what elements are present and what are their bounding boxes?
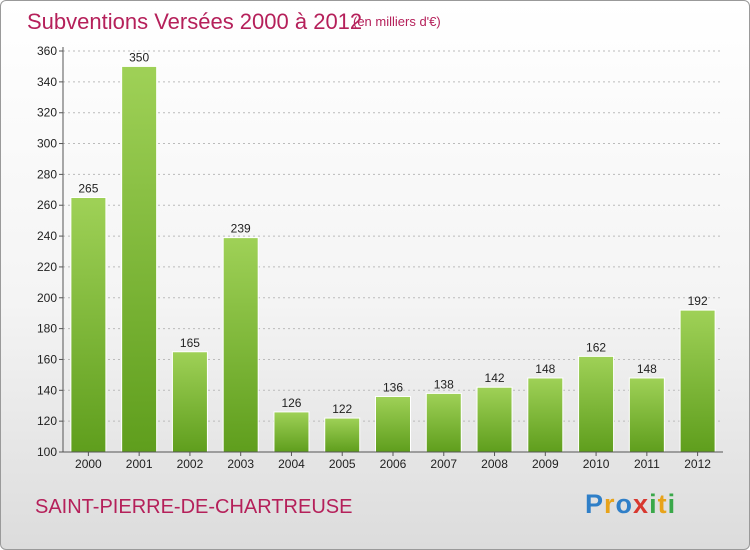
bars: 265 350 165 239 126 122 136 138 142 148 162 148 192 bbox=[70, 50, 716, 453]
y-tick-label: 100 bbox=[37, 445, 57, 459]
bar-value-label: 148 bbox=[535, 362, 555, 376]
bar-value-label: 162 bbox=[586, 340, 606, 354]
bar-value-label: 192 bbox=[688, 294, 708, 308]
chart-unit: (en milliers d'€) bbox=[353, 14, 441, 29]
y-tick-label: 260 bbox=[37, 198, 57, 212]
bar-value-label: 239 bbox=[231, 222, 251, 236]
x-tick-label: 2001 bbox=[126, 457, 153, 471]
logo-letter: r bbox=[604, 489, 616, 519]
y-tick-label: 300 bbox=[37, 137, 57, 151]
logo-letter: i bbox=[649, 489, 658, 519]
bar-value-label: 138 bbox=[434, 377, 454, 391]
logo-letter: t bbox=[657, 489, 668, 519]
bar-2005 bbox=[324, 417, 361, 453]
bar-value-label: 126 bbox=[281, 396, 301, 410]
bar-value-label: 350 bbox=[129, 50, 149, 64]
x-tick-label: 2003 bbox=[227, 457, 254, 471]
bar-2006 bbox=[375, 395, 411, 453]
y-tick-label: 320 bbox=[37, 106, 57, 120]
y-tick-label: 280 bbox=[37, 167, 57, 181]
y-tick-label: 360 bbox=[37, 44, 57, 58]
bar-2009 bbox=[527, 377, 564, 453]
bar-2011 bbox=[628, 377, 665, 453]
gridlines bbox=[63, 50, 723, 422]
proxiti-logo: Proxiti bbox=[585, 489, 676, 520]
x-tick-label: 2008 bbox=[481, 457, 508, 471]
x-tick-label: 2012 bbox=[684, 457, 711, 471]
x-tick-label: 2007 bbox=[430, 457, 457, 471]
bar-2003 bbox=[222, 237, 259, 453]
x-axis: 2000 2001 2002 2003 2004 2005 2006 2007 2008 2009… bbox=[63, 451, 723, 471]
logo-letter: i bbox=[667, 489, 677, 519]
bar-2001 bbox=[121, 65, 158, 453]
chart-title: Subventions Versées 2000 à 2012 bbox=[27, 9, 363, 34]
bar-value-label: 122 bbox=[332, 402, 352, 416]
y-tick-label: 160 bbox=[37, 352, 57, 366]
x-tick-label: 2002 bbox=[177, 457, 204, 471]
logo-letter: x bbox=[633, 489, 650, 519]
y-tick-label: 180 bbox=[37, 322, 57, 336]
bar-2004 bbox=[273, 411, 310, 453]
y-tick-label: 220 bbox=[37, 260, 57, 274]
y-axis: 100 120 140 160 180 200 220 240 260 280 300 320 340 3… bbox=[37, 44, 64, 459]
bar-value-label: 265 bbox=[78, 182, 98, 196]
y-tick-label: 340 bbox=[37, 75, 57, 89]
x-tick-label: 2006 bbox=[380, 457, 407, 471]
y-tick-label: 140 bbox=[37, 383, 57, 397]
bar-2007 bbox=[425, 392, 462, 453]
x-tick-label: 2005 bbox=[329, 457, 356, 471]
y-tick-label: 200 bbox=[37, 291, 57, 305]
bar-2010 bbox=[578, 355, 615, 453]
x-tick-label: 2011 bbox=[634, 457, 660, 471]
x-tick-label: 2010 bbox=[583, 457, 610, 471]
bar-value-label: 165 bbox=[180, 336, 200, 350]
y-tick-label: 240 bbox=[37, 229, 57, 243]
bar-2012 bbox=[679, 309, 716, 453]
bar-value-label: 148 bbox=[637, 362, 657, 376]
logo-letter: P bbox=[585, 489, 605, 519]
bar-value-label: 136 bbox=[383, 380, 403, 394]
bar-value-label: 142 bbox=[485, 371, 505, 385]
x-tick-label: 2004 bbox=[278, 457, 305, 471]
bar-2002 bbox=[171, 351, 208, 453]
bar-2000 bbox=[70, 197, 107, 453]
x-tick-label: 2000 bbox=[75, 457, 102, 471]
commune-name: SAINT-PIERRE-DE-CHARTREUSE bbox=[35, 496, 353, 518]
x-tick-label: 2009 bbox=[532, 457, 559, 471]
bar-2008 bbox=[476, 386, 513, 453]
logo-letter: o bbox=[615, 489, 634, 519]
y-tick-label: 120 bbox=[37, 414, 57, 428]
